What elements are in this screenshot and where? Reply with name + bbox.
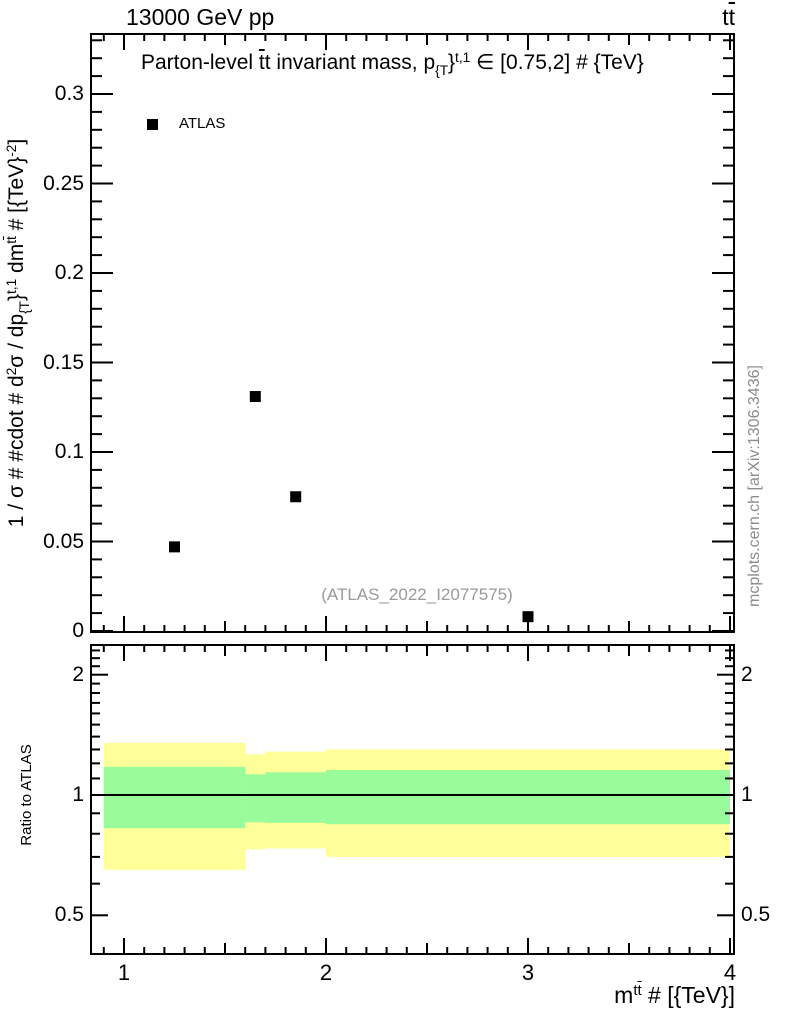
tick-label: 0.5 bbox=[741, 903, 771, 927]
rich-text-segment: {T bbox=[435, 62, 449, 78]
legend-marker-square-icon bbox=[147, 119, 158, 130]
beam-energy-header: 13000 GeV pp bbox=[126, 4, 275, 30]
tick-label: 0.3 bbox=[54, 82, 84, 105]
rich-text-segment: t,1 bbox=[455, 49, 471, 65]
process-header: tt bbox=[650, 4, 735, 31]
rich-text-segment: t bbox=[3, 236, 19, 240]
ratio-band-inner bbox=[326, 769, 730, 825]
tick-label: 1 bbox=[117, 960, 131, 985]
data-point-marker bbox=[290, 491, 302, 503]
tick-label: 0.15 bbox=[43, 350, 84, 374]
tick-label: 0.2 bbox=[54, 261, 84, 284]
data-point-marker bbox=[169, 541, 180, 553]
rich-text-segment: m bbox=[614, 982, 634, 1008]
tick-label: 0.25 bbox=[43, 171, 84, 195]
tick-label: 2 bbox=[319, 960, 333, 985]
x-axis-label: mtt # [{TeV}] bbox=[535, 982, 735, 1009]
rich-text-segment: # [{TeV} bbox=[5, 156, 28, 237]
rich-text-segment: t bbox=[258, 51, 265, 74]
rich-text-segment: } bbox=[5, 293, 28, 301]
rich-text-segment: t bbox=[633, 981, 638, 999]
tick-label: 2 bbox=[741, 662, 753, 686]
rich-text-segment: t bbox=[637, 981, 642, 999]
data-point-marker bbox=[249, 391, 261, 403]
ratio-panel-frame bbox=[90, 644, 735, 955]
rich-text-segment: -2 bbox=[3, 144, 19, 157]
tick-label: 0 bbox=[72, 619, 84, 642]
rich-text-segment: {T bbox=[16, 300, 32, 314]
rich-text-segment: t bbox=[728, 4, 735, 30]
tick-label: 0.5 bbox=[54, 903, 84, 927]
rich-text-segment: t bbox=[722, 4, 729, 30]
mcplots-sidenote: mcplots.cern.ch [arXiv:1306.3436] bbox=[746, 365, 763, 607]
main-panel-frame bbox=[90, 33, 735, 633]
rich-text-segment: } bbox=[448, 51, 456, 74]
rich-text-segment: t invariant mass, p bbox=[264, 51, 436, 74]
rich-text-segment: t bbox=[3, 239, 19, 244]
tick-label: 1 bbox=[72, 783, 84, 806]
rich-text-segment: ] bbox=[5, 138, 28, 145]
ratio-band-inner bbox=[245, 774, 266, 823]
tick-label: 0.05 bbox=[43, 529, 84, 553]
rich-text-segment: # [{TeV}] bbox=[641, 982, 735, 1008]
data-point-marker bbox=[522, 611, 534, 623]
ratio-band-inner bbox=[103, 766, 246, 829]
tick-label: 2 bbox=[72, 662, 84, 686]
legend-label: ATLAS bbox=[179, 115, 226, 132]
tick-label: 3 bbox=[521, 960, 535, 985]
analysis-watermark: (ATLAS_2022_I2077575) bbox=[321, 585, 513, 604]
tick-label: 4 bbox=[723, 960, 737, 985]
tick-label: 1 bbox=[741, 783, 753, 806]
tick-label: 0.1 bbox=[54, 440, 84, 463]
rich-text-segment: Parton-level bbox=[141, 51, 259, 74]
rich-text-segment: ∈ [0.75,2] # {TeV} bbox=[470, 51, 644, 74]
ratio-band-inner bbox=[265, 772, 326, 823]
plot-title: Parton-level tt invariant mass, p{T}t,1 … bbox=[141, 49, 644, 78]
